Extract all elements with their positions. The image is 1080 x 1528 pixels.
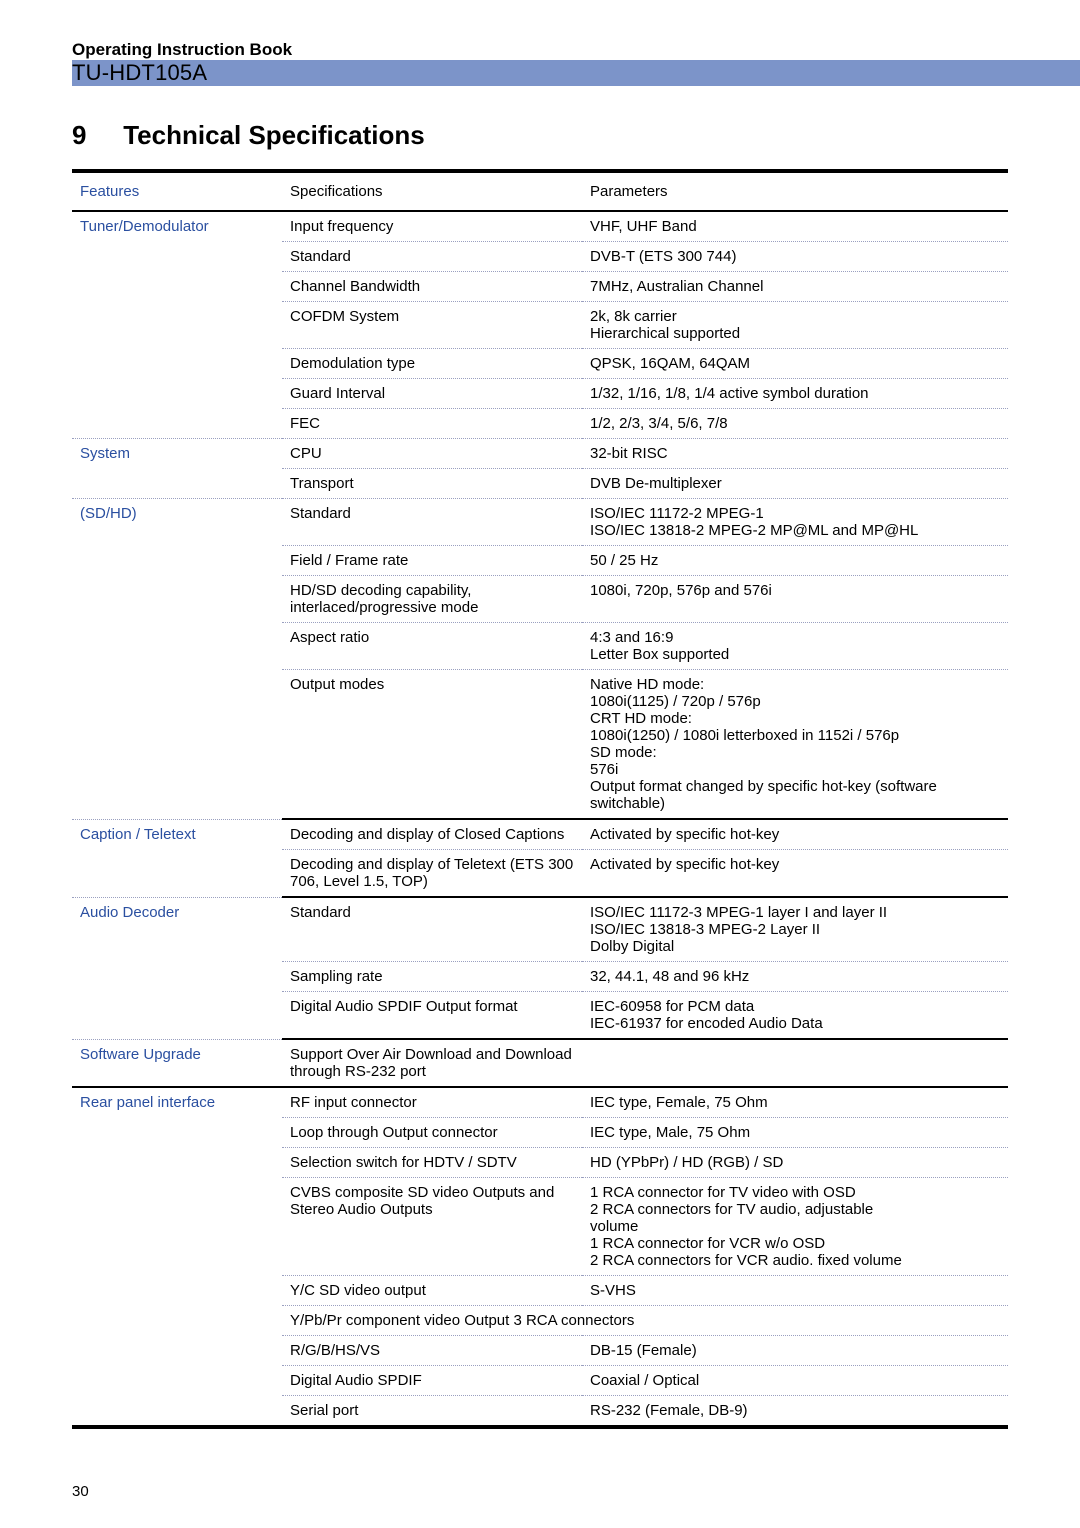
col-head-features: Features <box>72 171 282 211</box>
spec-cell: Support Over Air Download and Download t… <box>282 1039 582 1087</box>
param-cell: HD (YPbPr) / HD (RGB) / SD <box>582 1148 1008 1178</box>
spec-cell: Y/Pb/Pr component video Output 3 RCA con… <box>282 1306 1008 1336</box>
spec-cell: Output modes <box>282 670 582 820</box>
spec-cell: CVBS composite SD video Outputs and Ster… <box>282 1178 582 1276</box>
param-cell: IEC type, Female, 75 Ohm <box>582 1087 1008 1118</box>
param-cell: 32-bit RISC <box>582 439 1008 469</box>
param-cell: VHF, UHF Band <box>582 211 1008 242</box>
param-cell: ISO/IEC 11172-3 MPEG-1 layer I and layer… <box>582 897 1008 962</box>
header-model: TU-HDT105A <box>72 60 1008 86</box>
param-cell: 50 / 25 Hz <box>582 546 1008 576</box>
page-header: Operating Instruction Book TU-HDT105A <box>72 40 1008 86</box>
spec-cell: Standard <box>282 499 582 546</box>
col-head-parameters: Parameters <box>582 171 1008 211</box>
param-cell: 1 RCA connector for TV video with OSD 2 … <box>582 1178 1008 1276</box>
param-cell: Native HD mode: 1080i(1125) / 720p / 576… <box>582 670 1008 820</box>
section-title: Technical Specifications <box>123 120 425 150</box>
param-cell: QPSK, 16QAM, 64QAM <box>582 349 1008 379</box>
feature-cell: Rear panel interface <box>72 1087 282 1427</box>
table-head-row: Features Specifications Parameters <box>72 171 1008 211</box>
param-cell: RS-232 (Female, DB-9) <box>582 1396 1008 1428</box>
spec-cell: Transport <box>282 469 582 499</box>
spec-cell: Standard <box>282 897 582 962</box>
param-cell: IEC type, Male, 75 Ohm <box>582 1118 1008 1148</box>
spec-cell: Selection switch for HDTV / SDTV <box>282 1148 582 1178</box>
spec-cell: Decoding and display of Closed Captions <box>282 819 582 850</box>
feature-cell: System <box>72 439 282 499</box>
spec-cell: COFDM System <box>282 302 582 349</box>
table-row: Tuner/DemodulatorInput frequencyVHF, UHF… <box>72 211 1008 242</box>
param-cell: 1/32, 1/16, 1/8, 1/4 active symbol durat… <box>582 379 1008 409</box>
feature-cell: Software Upgrade <box>72 1039 282 1087</box>
param-cell: S-VHS <box>582 1276 1008 1306</box>
spec-cell: Loop through Output connector <box>282 1118 582 1148</box>
spec-table: Features Specifications Parameters Tuner… <box>72 169 1008 1429</box>
param-cell: 2k, 8k carrier Hierarchical supported <box>582 302 1008 349</box>
param-cell: DVB-T (ETS 300 744) <box>582 242 1008 272</box>
param-cell: ISO/IEC 11172-2 MPEG-1 ISO/IEC 13818-2 M… <box>582 499 1008 546</box>
section-number: 9 <box>72 120 116 151</box>
param-cell: Activated by specific hot-key <box>582 819 1008 850</box>
param-cell: 32, 44.1, 48 and 96 kHz <box>582 962 1008 992</box>
header-book-title: Operating Instruction Book <box>72 40 1008 60</box>
spec-cell: Decoding and display of Teletext (ETS 30… <box>282 850 582 898</box>
spec-cell: Demodulation type <box>282 349 582 379</box>
feature-cell: (SD/HD) <box>72 499 282 820</box>
param-cell: 1/2, 2/3, 3/4, 5/6, 7/8 <box>582 409 1008 439</box>
spec-cell: Field / Frame rate <box>282 546 582 576</box>
table-row: SystemCPU32-bit RISC <box>72 439 1008 469</box>
spec-cell: R/G/B/HS/VS <box>282 1336 582 1366</box>
param-cell <box>582 1039 1008 1087</box>
spec-cell: Channel Bandwidth <box>282 272 582 302</box>
spec-cell: Digital Audio SPDIF Output format <box>282 992 582 1040</box>
param-cell: DVB De-multiplexer <box>582 469 1008 499</box>
param-cell: 1080i, 720p, 576p and 576i <box>582 576 1008 623</box>
section-heading: 9 Technical Specifications <box>72 120 1008 151</box>
spec-cell: Sampling rate <box>282 962 582 992</box>
feature-cell: Caption / Teletext <box>72 819 282 897</box>
spec-cell: Y/C SD video output <box>282 1276 582 1306</box>
spec-cell: FEC <box>282 409 582 439</box>
param-cell: 4:3 and 16:9 Letter Box supported <box>582 623 1008 670</box>
spec-cell: RF input connector <box>282 1087 582 1118</box>
table-row: Software UpgradeSupport Over Air Downloa… <box>72 1039 1008 1087</box>
feature-cell: Tuner/Demodulator <box>72 211 282 439</box>
param-cell: 7MHz, Australian Channel <box>582 272 1008 302</box>
param-cell: DB-15 (Female) <box>582 1336 1008 1366</box>
spec-cell: Digital Audio SPDIF <box>282 1366 582 1396</box>
spec-cell: CPU <box>282 439 582 469</box>
table-row: Caption / TeletextDecoding and display o… <box>72 819 1008 850</box>
col-head-specifications: Specifications <box>282 171 582 211</box>
feature-cell: Audio Decoder <box>72 897 282 1039</box>
param-cell: IEC-60958 for PCM data IEC-61937 for enc… <box>582 992 1008 1040</box>
spec-cell: Guard Interval <box>282 379 582 409</box>
spec-cell: Aspect ratio <box>282 623 582 670</box>
param-cell: Coaxial / Optical <box>582 1366 1008 1396</box>
table-row: Rear panel interfaceRF input connectorIE… <box>72 1087 1008 1118</box>
spec-cell: Standard <box>282 242 582 272</box>
table-row: (SD/HD)StandardISO/IEC 11172-2 MPEG-1 IS… <box>72 499 1008 546</box>
spec-cell: HD/SD decoding capability, interlaced/pr… <box>282 576 582 623</box>
spec-cell: Serial port <box>282 1396 582 1428</box>
param-cell: Activated by specific hot-key <box>582 850 1008 898</box>
page-number: 30 <box>72 1483 89 1500</box>
spec-cell: Input frequency <box>282 211 582 242</box>
table-row: Audio DecoderStandardISO/IEC 11172-3 MPE… <box>72 897 1008 962</box>
